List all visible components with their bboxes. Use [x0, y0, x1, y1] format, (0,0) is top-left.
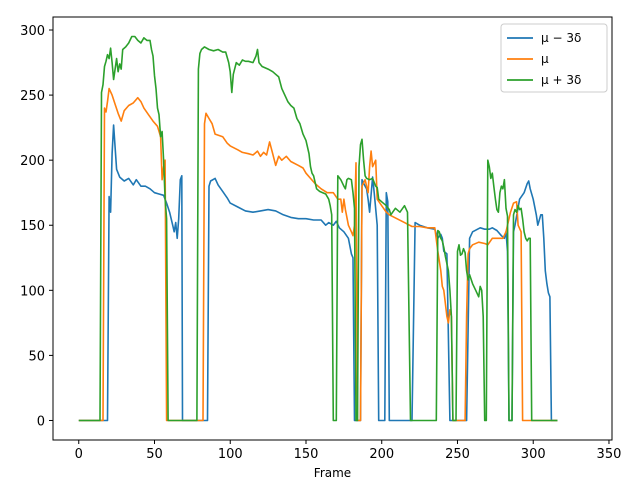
- y-tick-label: 100: [20, 284, 45, 299]
- series-line-2: [78, 87, 558, 422]
- x-tick-label: 0: [75, 447, 83, 462]
- series-line-3: [78, 35, 558, 422]
- x-tick-label: 250: [445, 447, 470, 462]
- plot-frame: [52, 16, 613, 441]
- x-tick-label: 350: [597, 447, 622, 462]
- y-tick-label: 150: [20, 219, 45, 234]
- legend-box: [500, 23, 608, 93]
- x-axis-label: Frame: [314, 466, 351, 480]
- y-tick-label: 0: [37, 414, 45, 429]
- legend-label-2: μ: [541, 52, 549, 66]
- x-tick-label: 100: [218, 447, 243, 462]
- legend-label-1: μ − 3δ: [541, 31, 581, 45]
- series-line-1: [78, 124, 558, 422]
- x-tick-label: 200: [369, 447, 394, 462]
- legend-label-3: μ + 3δ: [541, 73, 581, 87]
- plot-area: [78, 35, 558, 422]
- y-tick-label: 50: [28, 349, 45, 364]
- x-tick-label: 300: [521, 447, 546, 462]
- x-tick-label: 150: [294, 447, 319, 462]
- legend: μ − 3δ μ μ + 3δ: [500, 23, 608, 93]
- axes: 0 50 100 150 200 250 300 350 0 50 100 150 200 250 300: [20, 16, 622, 462]
- x-tick-label: 50: [146, 447, 163, 462]
- y-tick-label: 300: [20, 24, 45, 39]
- y-tick-label: 250: [20, 89, 45, 104]
- y-tick-label: 200: [20, 154, 45, 169]
